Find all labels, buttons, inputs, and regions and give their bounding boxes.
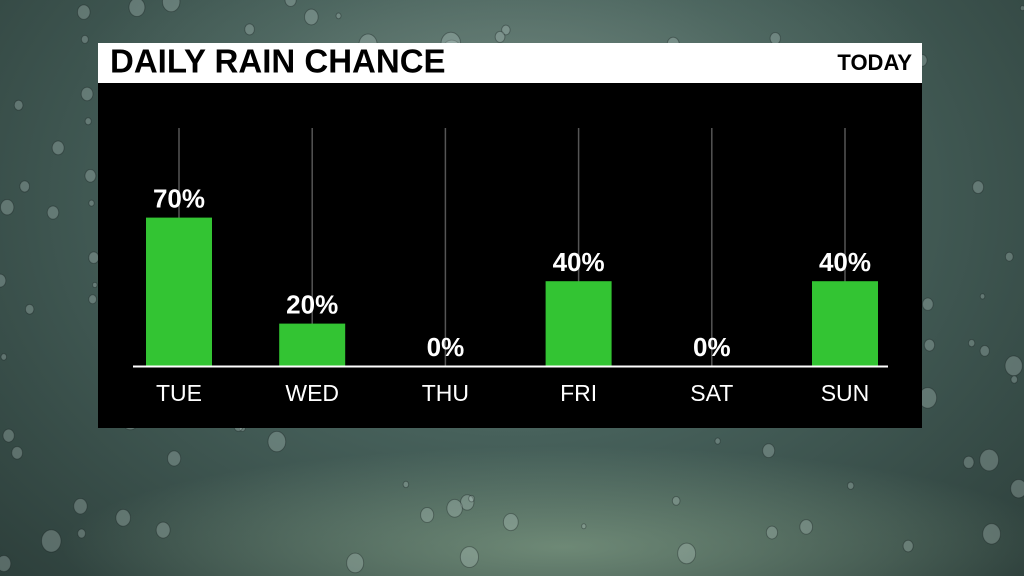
chart-panel — [98, 83, 922, 428]
rain-drop — [41, 529, 62, 553]
rain-drop — [762, 443, 776, 459]
rain-drop — [267, 430, 287, 453]
rain-drop — [847, 481, 855, 490]
rain-drop — [402, 480, 410, 489]
rain-drop — [420, 506, 435, 524]
category-label: FRI — [560, 380, 597, 406]
rain-drop — [244, 23, 255, 36]
bar — [812, 281, 878, 366]
rain-drop — [799, 519, 814, 535]
rain-drop — [284, 0, 297, 7]
rain-drop — [494, 30, 506, 43]
rain-drop — [769, 31, 781, 45]
plot: 70% TUE 20% WED 0% THU 40% FRI 0% SAT 40% SUN — [146, 128, 878, 406]
rain-drop — [19, 180, 31, 193]
rain-drop — [1010, 478, 1024, 499]
bar — [545, 281, 612, 366]
rain-drop — [921, 297, 934, 311]
rain-drop — [967, 338, 976, 348]
rain-drop — [714, 437, 721, 445]
rain-drop — [88, 294, 98, 305]
rain-drop — [304, 8, 319, 26]
rain-drop — [671, 495, 681, 506]
rain-drop — [73, 498, 88, 515]
rain-drop — [88, 251, 100, 264]
rain-drop — [0, 199, 15, 216]
rain-drop — [0, 273, 7, 288]
rain-drop — [979, 345, 990, 357]
rain-drop — [161, 0, 181, 13]
rain-drop — [460, 494, 475, 511]
rain-drop — [765, 525, 779, 540]
rain-drop — [335, 12, 342, 20]
rain-drop — [346, 552, 365, 574]
header-bar — [98, 43, 922, 83]
rain-drop — [2, 428, 15, 443]
bar — [279, 323, 346, 366]
rain-drop — [446, 498, 463, 518]
rain-drop — [581, 523, 587, 530]
rain-drop — [76, 4, 91, 20]
rain-drop — [46, 205, 60, 220]
rain-drop — [972, 180, 985, 194]
rain-drop — [468, 494, 475, 503]
rain-drop — [502, 513, 519, 532]
rain-drop — [128, 0, 146, 18]
rain-drop — [24, 303, 35, 315]
value-label: 0% — [427, 332, 465, 362]
rain-drop — [51, 140, 65, 156]
value-label: 20% — [286, 289, 338, 319]
rain-drop — [84, 169, 97, 183]
rain-drop — [1004, 355, 1023, 377]
rain-drop — [1019, 5, 1024, 12]
category-label: WED — [285, 380, 339, 406]
rain-drop — [167, 450, 182, 467]
category-label: THU — [422, 380, 469, 406]
rain-drop — [459, 546, 480, 568]
rain-drop — [155, 521, 171, 539]
rain-drop — [84, 117, 92, 126]
category-label: SUN — [821, 380, 870, 406]
rain-drop — [677, 542, 697, 565]
rain-drop — [77, 528, 86, 539]
subtitle: TODAY — [837, 50, 912, 75]
rain-drop — [923, 338, 936, 352]
rain-drop — [0, 555, 12, 573]
value-label: 0% — [693, 332, 731, 362]
rain-drop — [902, 539, 914, 553]
category-label: TUE — [156, 380, 202, 406]
rain-drop — [13, 99, 24, 111]
rain-drop — [1010, 375, 1018, 384]
rain-drop — [0, 353, 8, 361]
chart-title: DAILY RAIN CHANCE — [110, 43, 446, 80]
rain-drop — [982, 523, 1001, 545]
rain-drop — [115, 508, 131, 527]
value-label: 40% — [553, 247, 605, 277]
rain-drop — [962, 455, 975, 469]
category-label: SAT — [690, 380, 733, 406]
rain-drop — [80, 86, 94, 102]
rain-drop — [92, 281, 98, 289]
rain-drop — [1004, 251, 1014, 262]
rain-drop — [11, 446, 24, 460]
value-label: 40% — [819, 247, 871, 277]
rain-drop — [979, 293, 986, 300]
bar — [146, 217, 212, 366]
value-label: 70% — [153, 183, 205, 213]
rain-drop — [80, 34, 89, 44]
rain-drop — [501, 24, 511, 36]
rain-drop — [979, 448, 1000, 472]
rain-drop — [88, 199, 95, 207]
